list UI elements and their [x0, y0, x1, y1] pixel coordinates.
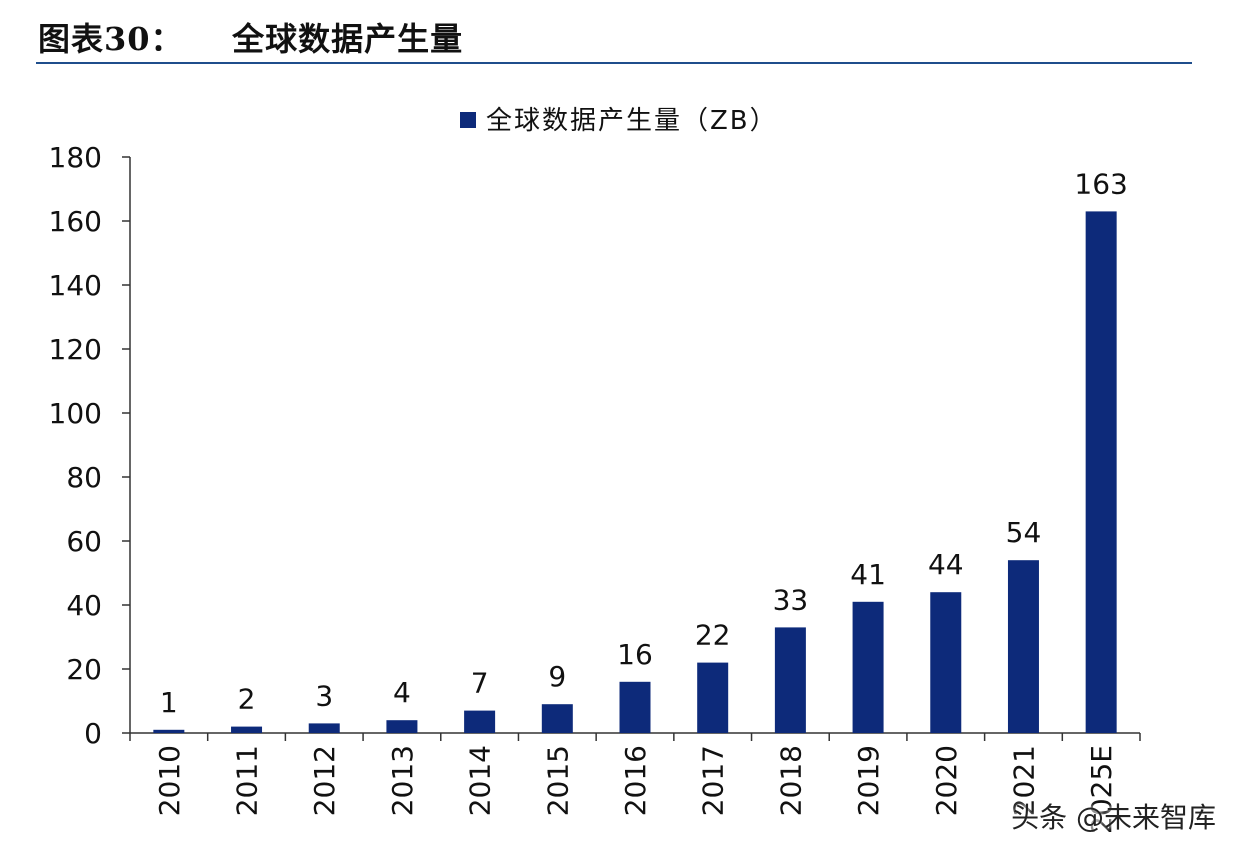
y-tick-label: 80 [66, 461, 102, 494]
bar [308, 723, 340, 733]
bar [1085, 211, 1117, 733]
x-tick-label: 2014 [464, 745, 497, 816]
x-tick-label: 2011 [231, 745, 264, 816]
bar [1007, 560, 1039, 733]
x-tick-label: 2020 [930, 745, 963, 816]
data-label: 3 [315, 679, 333, 712]
x-tick-label: 2010 [153, 745, 186, 816]
data-label: 22 [695, 619, 731, 652]
x-tick-label: 2019 [852, 745, 885, 816]
bar [541, 704, 573, 733]
x-tick-label: 2016 [619, 745, 652, 816]
chart-legend: 全球数据产生量（ZB） [460, 106, 778, 136]
title-divider [36, 62, 1192, 64]
data-label: 1 [160, 686, 178, 719]
data-label: 44 [928, 548, 964, 581]
data-label: 2 [238, 683, 256, 716]
bar [697, 662, 729, 733]
y-tick-label: 160 [49, 205, 102, 238]
data-label: 163 [1074, 167, 1127, 200]
data-label: 7 [471, 667, 489, 700]
x-tick-label: 2025E [1085, 745, 1118, 834]
x-tick-label: 2015 [541, 745, 574, 816]
legend-label: 全球数据产生量（ZB） [486, 106, 778, 136]
bar [930, 592, 962, 733]
watermark: 头条 @未来智库 [1011, 801, 1216, 834]
data-labels: 1 2 3 4 7 9 16 22 33 41 44 54 163 [160, 167, 1128, 718]
bars [153, 211, 1117, 733]
bar [774, 627, 806, 733]
bar [231, 726, 263, 733]
y-tick-label: 120 [49, 333, 102, 366]
y-tick-label: 140 [49, 269, 102, 302]
y-tick-label: 100 [49, 397, 102, 430]
legend-swatch [460, 112, 476, 128]
y-tick-label: 40 [66, 589, 102, 622]
bar [386, 720, 418, 733]
x-tick-label: 2012 [308, 745, 341, 816]
data-label: 16 [617, 638, 653, 671]
data-label: 41 [850, 558, 886, 591]
bar [619, 681, 651, 733]
y-tick-label: 180 [49, 141, 102, 174]
y-tick-label: 60 [66, 525, 102, 558]
data-label: 9 [548, 660, 566, 693]
figure-title: 图表30： 全球数据产生量 [38, 20, 464, 58]
x-tick-label: 2021 [1007, 745, 1040, 816]
data-label: 33 [773, 583, 809, 616]
data-label: 54 [1006, 516, 1042, 549]
y-axis: 0 20 40 60 80 100 120 140 160 180 [49, 141, 131, 750]
x-tick-label: 2017 [697, 745, 730, 816]
x-axis: 2010 2011 2012 2013 2014 2015 2016 2017 2018 2019… [129, 732, 1141, 834]
x-tick-label: 2018 [774, 745, 807, 816]
bar [464, 710, 496, 733]
bar [852, 601, 884, 733]
data-label: 4 [393, 676, 411, 709]
y-tick-label: 0 [84, 717, 102, 750]
y-tick-label: 20 [66, 653, 102, 686]
x-tick-label: 2013 [386, 745, 419, 816]
bar [153, 729, 185, 733]
